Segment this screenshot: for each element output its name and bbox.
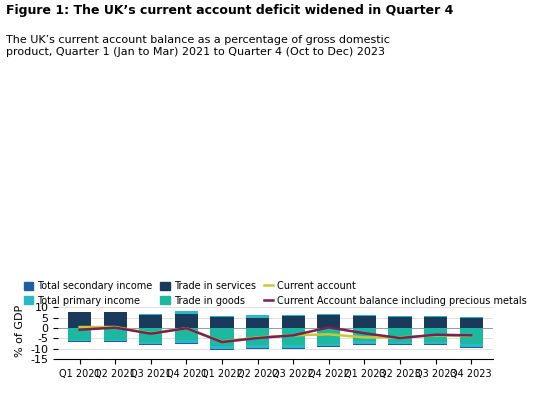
Bar xyxy=(388,317,411,328)
Bar xyxy=(246,318,269,328)
Bar xyxy=(424,316,447,317)
Bar xyxy=(139,328,162,342)
Bar xyxy=(175,340,198,343)
Bar xyxy=(211,316,234,317)
Bar xyxy=(353,340,376,344)
Bar xyxy=(388,344,411,345)
Bar xyxy=(460,344,483,347)
Bar xyxy=(282,328,305,345)
Bar xyxy=(139,314,162,328)
Bar xyxy=(424,342,447,344)
Bar xyxy=(460,317,483,318)
Text: Figure 1: The UK’s current account deficit widened in Quarter 4: Figure 1: The UK’s current account defic… xyxy=(6,4,453,17)
Bar xyxy=(353,315,376,316)
Bar xyxy=(139,344,162,345)
Y-axis label: % of GDP: % of GDP xyxy=(15,305,25,357)
Bar xyxy=(424,328,447,342)
Bar xyxy=(211,349,234,350)
Bar xyxy=(424,344,447,345)
Bar xyxy=(175,311,198,314)
Bar xyxy=(353,328,376,340)
Text: The UK’s current account balance as a percentage of gross domestic
product, Quar: The UK’s current account balance as a pe… xyxy=(6,35,389,57)
Bar xyxy=(246,315,269,318)
Bar xyxy=(388,316,411,317)
Bar xyxy=(282,345,305,348)
Bar xyxy=(460,318,483,328)
Bar xyxy=(424,317,447,328)
Bar xyxy=(353,316,376,328)
Bar xyxy=(317,328,340,344)
Bar xyxy=(103,340,127,341)
Bar xyxy=(282,316,305,328)
Bar xyxy=(282,348,305,349)
Bar xyxy=(211,328,234,346)
Bar xyxy=(103,312,127,328)
Bar xyxy=(317,346,340,348)
Bar xyxy=(388,342,411,344)
Bar xyxy=(103,341,127,342)
Bar xyxy=(211,346,234,349)
Bar xyxy=(460,347,483,348)
Bar xyxy=(353,344,376,345)
Bar xyxy=(246,328,269,345)
Bar xyxy=(246,345,269,348)
Bar xyxy=(175,343,198,344)
Bar xyxy=(175,314,198,328)
Bar xyxy=(282,315,305,316)
Bar xyxy=(68,340,91,342)
Bar xyxy=(317,344,340,346)
Bar xyxy=(246,348,269,349)
Bar xyxy=(103,328,127,340)
Bar xyxy=(211,317,234,328)
Bar xyxy=(317,315,340,328)
Bar xyxy=(139,342,162,344)
Bar xyxy=(68,328,91,340)
Bar xyxy=(317,314,340,315)
Bar xyxy=(460,328,483,344)
Bar xyxy=(175,328,198,340)
Legend: Total secondary income, Total primary income, Trade in services, Trade in goods,: Total secondary income, Total primary in… xyxy=(20,277,531,310)
Bar xyxy=(68,312,91,328)
Bar xyxy=(388,328,411,342)
